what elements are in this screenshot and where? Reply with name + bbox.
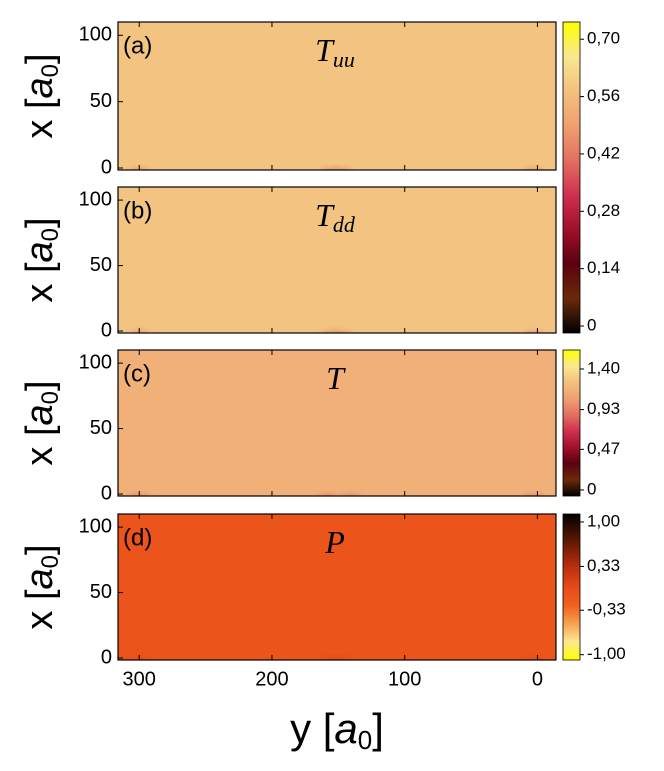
y-tick-label: 0 [101, 156, 112, 178]
label-part: x [ [19, 589, 61, 630]
y-axis-label: x [a0] [19, 53, 64, 138]
colorbar-tick-label: 1,40 [587, 358, 620, 377]
label-part: ] [19, 53, 61, 64]
panel-label: (d) [123, 524, 152, 551]
x-tick-label: 300 [123, 668, 156, 690]
plot-frame [117, 186, 557, 334]
plot-frame [117, 21, 557, 171]
x-tick-label: 100 [388, 668, 421, 690]
y-axis-label: x [a0] [19, 544, 64, 629]
label-part: x [ [19, 98, 61, 139]
colorbar-tick-label: 0,56 [587, 86, 620, 105]
label-part: 0 [37, 228, 64, 241]
colorbar-tick-label: 0,42 [587, 143, 620, 162]
heatmap [118, 22, 556, 170]
title-main: T [315, 197, 335, 233]
colorbar-tick-label: 0 [587, 316, 596, 335]
title-main: T [315, 32, 335, 68]
heatmap-background [118, 350, 556, 496]
heatmap-background [118, 22, 556, 170]
heatmap [118, 187, 556, 333]
y-tick-label: 50 [90, 581, 112, 603]
y-tick-label: 100 [79, 188, 112, 210]
panel-title: T [326, 360, 346, 396]
title-subscript: dd [333, 212, 356, 237]
colorbar-tick-label: 1,00 [587, 511, 620, 530]
label-part: 0 [358, 725, 372, 755]
label-part: 0 [37, 391, 64, 404]
label-part: ] [19, 217, 61, 228]
panel-label: (b) [123, 197, 152, 224]
label-part: a [334, 705, 357, 752]
colorbar-tick-label: -1,00 [587, 644, 626, 663]
y-tick-label: 100 [79, 24, 112, 46]
heatmap [118, 514, 556, 660]
panel-label: (a) [123, 32, 152, 59]
title-main: P [324, 524, 345, 560]
label-part: x [ [19, 425, 61, 466]
label-part: y [ [290, 705, 335, 752]
x-tick-label: 200 [255, 668, 288, 690]
y-axis-label: x [a0] [19, 380, 64, 465]
heatmap-background [118, 187, 556, 333]
plot-frame [117, 513, 557, 661]
label-part: ] [19, 380, 61, 391]
y-tick-label: 50 [90, 90, 112, 112]
panel-label: (c) [123, 360, 151, 387]
label-part: ] [19, 544, 61, 555]
x-axis-label: y [a0] [290, 705, 384, 755]
colorbar-tick-label: 0,70 [587, 29, 620, 48]
label-part: a [19, 241, 61, 262]
colorbar [562, 349, 581, 497]
y-axis-label: x [a0] [19, 217, 64, 302]
colorbar-tick-label: 0,14 [587, 258, 620, 277]
y-tick-label: 50 [90, 254, 112, 276]
colorbar-tick-label: 0,47 [587, 439, 620, 458]
heatmap-background [118, 514, 556, 660]
y-tick-label: 0 [101, 482, 112, 504]
panel-title: Tdd [315, 197, 356, 237]
title-subscript: uu [333, 47, 355, 72]
y-tick-label: 100 [79, 515, 112, 537]
colorbar-tick-label: 0 [587, 479, 596, 498]
colorbar-tick-label: 0,93 [587, 399, 620, 418]
colorbar [562, 21, 581, 334]
label-part: 0 [37, 555, 64, 568]
colorbar-tick-label: -0,33 [587, 600, 626, 619]
y-tick-label: 100 [79, 351, 112, 373]
label-part: 0 [37, 64, 64, 77]
panel-title: Tuu [315, 32, 355, 72]
x-tick-label: 0 [532, 668, 543, 690]
label-part: a [19, 404, 61, 425]
colorbar [562, 513, 581, 661]
title-main: T [326, 360, 346, 396]
label-part: ] [372, 705, 384, 752]
label-part: x [ [19, 262, 61, 303]
colorbar-tick-label: 0,33 [587, 556, 620, 575]
label-part: a [19, 568, 61, 589]
y-tick-label: 0 [101, 646, 112, 668]
y-tick-label: 0 [101, 319, 112, 341]
panel-title: P [324, 524, 345, 560]
y-tick-label: 50 [90, 417, 112, 439]
label-part: a [19, 77, 61, 98]
heatmap [118, 350, 556, 496]
colorbar-tick-label: 0,28 [587, 201, 620, 220]
plot-frame [117, 349, 557, 497]
